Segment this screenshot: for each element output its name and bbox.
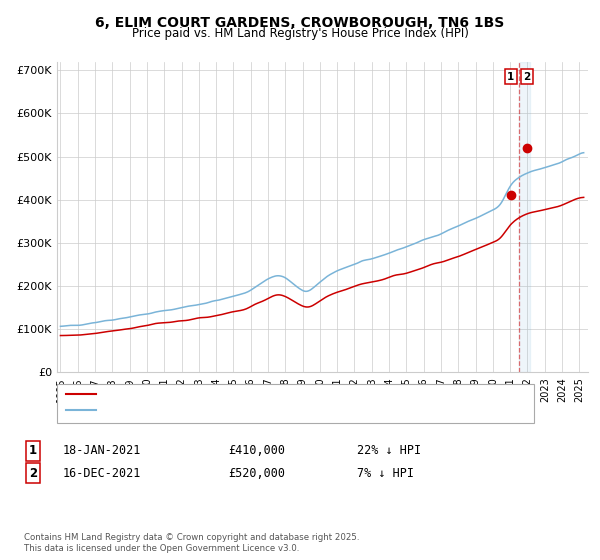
Text: 18-JAN-2021: 18-JAN-2021	[63, 444, 142, 458]
Text: 22% ↓ HPI: 22% ↓ HPI	[357, 444, 421, 458]
Text: 16-DEC-2021: 16-DEC-2021	[63, 466, 142, 480]
Text: Price paid vs. HM Land Registry's House Price Index (HPI): Price paid vs. HM Land Registry's House …	[131, 27, 469, 40]
Text: 6, ELIM COURT GARDENS, CROWBOROUGH, TN6 1BS: 6, ELIM COURT GARDENS, CROWBOROUGH, TN6 …	[95, 16, 505, 30]
Text: 1: 1	[29, 444, 37, 458]
Text: HPI: Average price, detached house, Wealden: HPI: Average price, detached house, Weal…	[102, 405, 340, 416]
Text: 2: 2	[29, 466, 37, 480]
Text: £410,000: £410,000	[228, 444, 285, 458]
Bar	[519, 62, 530, 372]
Text: 2: 2	[523, 72, 530, 82]
Text: 1: 1	[507, 72, 514, 82]
Text: 7% ↓ HPI: 7% ↓ HPI	[357, 466, 414, 480]
Text: Contains HM Land Registry data © Crown copyright and database right 2025.
This d: Contains HM Land Registry data © Crown c…	[24, 533, 359, 553]
Text: 6, ELIM COURT GARDENS, CROWBOROUGH, TN6 1BS (detached house): 6, ELIM COURT GARDENS, CROWBOROUGH, TN6 …	[102, 389, 472, 399]
Text: £520,000: £520,000	[228, 466, 285, 480]
